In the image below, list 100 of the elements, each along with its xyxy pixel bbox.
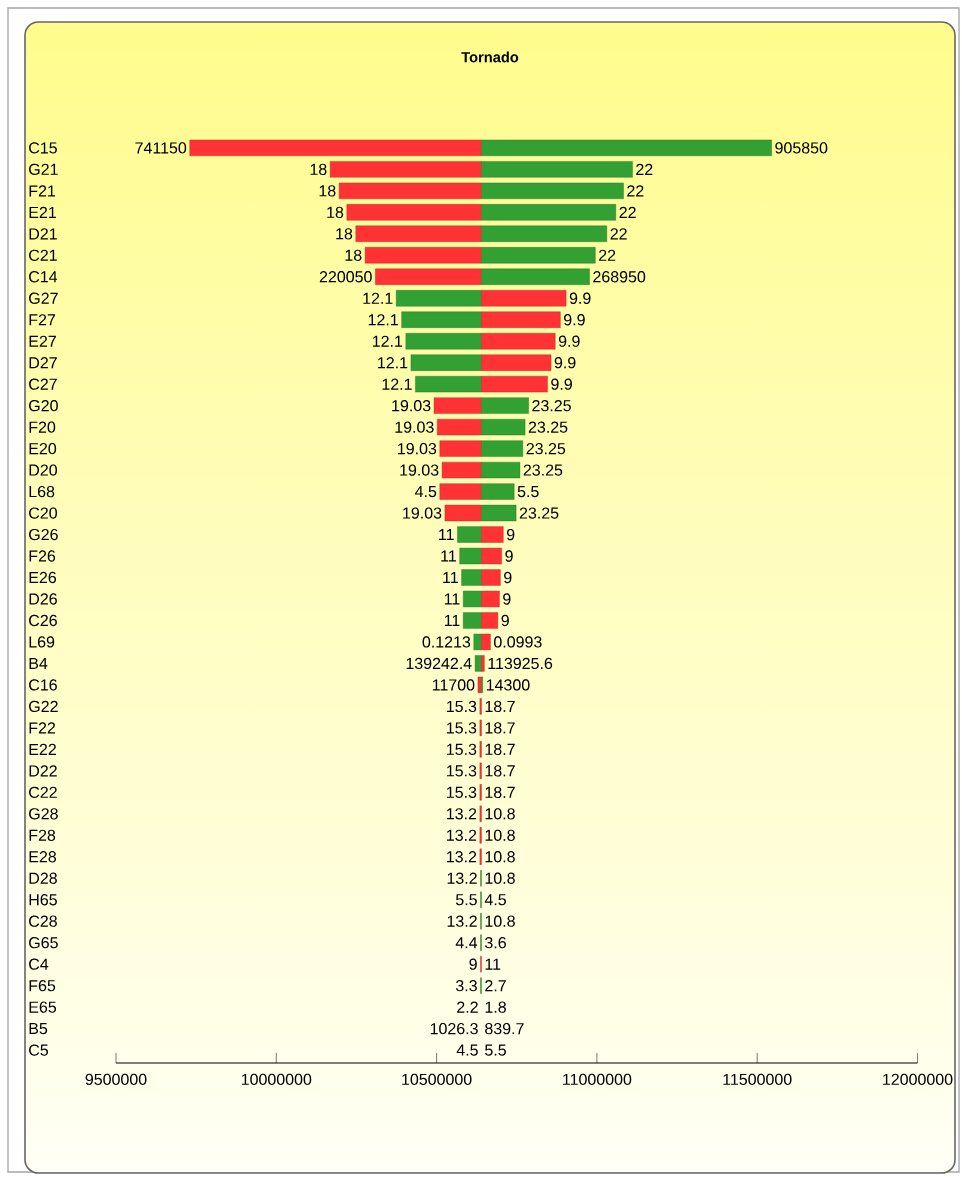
bar bbox=[481, 247, 596, 264]
annotation: 23.25 bbox=[532, 400, 571, 412]
annotation: 4.4 bbox=[455, 937, 478, 949]
annotation: 23.25 bbox=[523, 464, 563, 476]
annotation: 0.1213 bbox=[422, 636, 471, 648]
y-tick-label: F65 bbox=[29, 980, 56, 992]
y-tick-label: F22 bbox=[29, 722, 56, 734]
x-tick-label: 10000000 bbox=[241, 1073, 312, 1086]
y-tick-label: F20 bbox=[29, 421, 56, 433]
annotation: 19.03 bbox=[400, 464, 439, 476]
bar bbox=[481, 204, 617, 221]
annotation: 3.3 bbox=[455, 980, 477, 992]
annotation: 220050 bbox=[319, 271, 372, 283]
annotation: 4.5 bbox=[456, 1044, 478, 1056]
bar bbox=[481, 268, 590, 285]
annotation: 18 bbox=[310, 163, 327, 176]
annotation: 12.1 bbox=[368, 314, 398, 326]
bar bbox=[441, 461, 482, 479]
annotation: 10.8 bbox=[485, 915, 515, 927]
annotation: 905850 bbox=[775, 142, 828, 154]
annotation: 9 bbox=[506, 528, 515, 541]
annotation: 15.3 bbox=[447, 786, 477, 798]
bar bbox=[437, 418, 482, 436]
y-tick-label: D20 bbox=[29, 464, 57, 476]
bar bbox=[481, 139, 772, 157]
bar bbox=[439, 483, 482, 500]
y-tick-label: C15 bbox=[29, 142, 57, 154]
annotation: 18 bbox=[336, 228, 353, 240]
bar bbox=[375, 268, 482, 285]
annotation: 11 bbox=[444, 614, 460, 626]
annotation: 9 bbox=[503, 593, 511, 605]
annotation: 839.7 bbox=[485, 1022, 524, 1035]
annotation: 18.7 bbox=[485, 786, 515, 798]
bar bbox=[481, 225, 608, 242]
annotation: 9 bbox=[501, 614, 509, 627]
annotation: 10.8 bbox=[485, 808, 515, 820]
bar bbox=[355, 225, 482, 242]
annotation: 2.2 bbox=[457, 1001, 478, 1013]
x-tick-label: 10500000 bbox=[402, 1073, 472, 1086]
annotation: 15.3 bbox=[447, 743, 477, 756]
annotation: 13.2 bbox=[447, 872, 477, 884]
y-tick-label: G27 bbox=[29, 292, 58, 304]
annotation: 11 bbox=[443, 572, 458, 584]
bar bbox=[189, 139, 482, 157]
annotation: 18.7 bbox=[485, 765, 515, 777]
annotation: 9.9 bbox=[551, 378, 572, 390]
y-tick-label: D28 bbox=[29, 872, 57, 884]
y-tick-label: D27 bbox=[29, 357, 57, 369]
y-tick-label: E27 bbox=[29, 335, 56, 347]
y-tick-label: F27 bbox=[29, 314, 56, 326]
y-tick-label: E21 bbox=[29, 206, 56, 218]
y-tick-label: C22 bbox=[29, 786, 57, 798]
annotation: 22 bbox=[610, 228, 627, 240]
x-tick-label: 12000000 bbox=[883, 1073, 953, 1086]
annotation: 11 bbox=[439, 529, 454, 541]
y-tick-label: F26 bbox=[29, 550, 56, 562]
annotation: 22 bbox=[636, 163, 653, 175]
annotation: 18 bbox=[345, 249, 362, 261]
y-tick-label: E28 bbox=[29, 851, 57, 863]
bar bbox=[444, 504, 482, 522]
y-tick-label: G65 bbox=[29, 937, 58, 949]
y-tick-label: E22 bbox=[29, 743, 56, 755]
y-tick-label: B4 bbox=[29, 657, 48, 669]
annotation: 13.2 bbox=[447, 851, 477, 863]
x-tick-label: 9500000 bbox=[85, 1073, 147, 1086]
annotation: 19.03 bbox=[395, 421, 434, 433]
annotation: 22 bbox=[619, 206, 636, 218]
y-tick-label: G22 bbox=[29, 700, 58, 713]
bar bbox=[481, 182, 624, 199]
bar bbox=[329, 161, 482, 178]
annotation: 18.7 bbox=[485, 722, 515, 734]
annotation: 139242.4 bbox=[406, 657, 472, 670]
annotation: 268950 bbox=[593, 271, 646, 283]
y-tick-label: H65 bbox=[29, 894, 57, 906]
annotation: 19.03 bbox=[398, 442, 437, 455]
annotation: 10.8 bbox=[485, 829, 515, 841]
bar bbox=[481, 418, 526, 436]
x-tick-label: 11000000 bbox=[563, 1073, 632, 1086]
y-tick-label: C5 bbox=[29, 1044, 49, 1056]
y-tick-label: F21 bbox=[29, 185, 56, 197]
y-tick-label: E65 bbox=[29, 1001, 57, 1013]
chart-title: Tornado bbox=[461, 51, 519, 63]
y-tick-label: C21 bbox=[29, 249, 57, 261]
annotation: 11 bbox=[444, 593, 460, 605]
annotation: 23.25 bbox=[528, 421, 568, 433]
annotation: 0.0993 bbox=[494, 636, 542, 648]
annotation: 19.03 bbox=[392, 400, 431, 412]
bar bbox=[433, 397, 482, 414]
y-tick-label: G28 bbox=[29, 808, 58, 820]
annotation: 11 bbox=[485, 958, 501, 970]
annotation: 9 bbox=[469, 958, 477, 970]
y-tick-label: L69 bbox=[29, 636, 55, 648]
annotation: 13.2 bbox=[447, 829, 477, 841]
bar bbox=[338, 182, 482, 199]
bar bbox=[439, 440, 482, 457]
y-tick-label: B5 bbox=[29, 1023, 48, 1035]
bar bbox=[481, 397, 529, 414]
y-tick-label: D26 bbox=[29, 593, 57, 605]
bar bbox=[481, 504, 517, 522]
annotation: 15.3 bbox=[447, 700, 477, 713]
